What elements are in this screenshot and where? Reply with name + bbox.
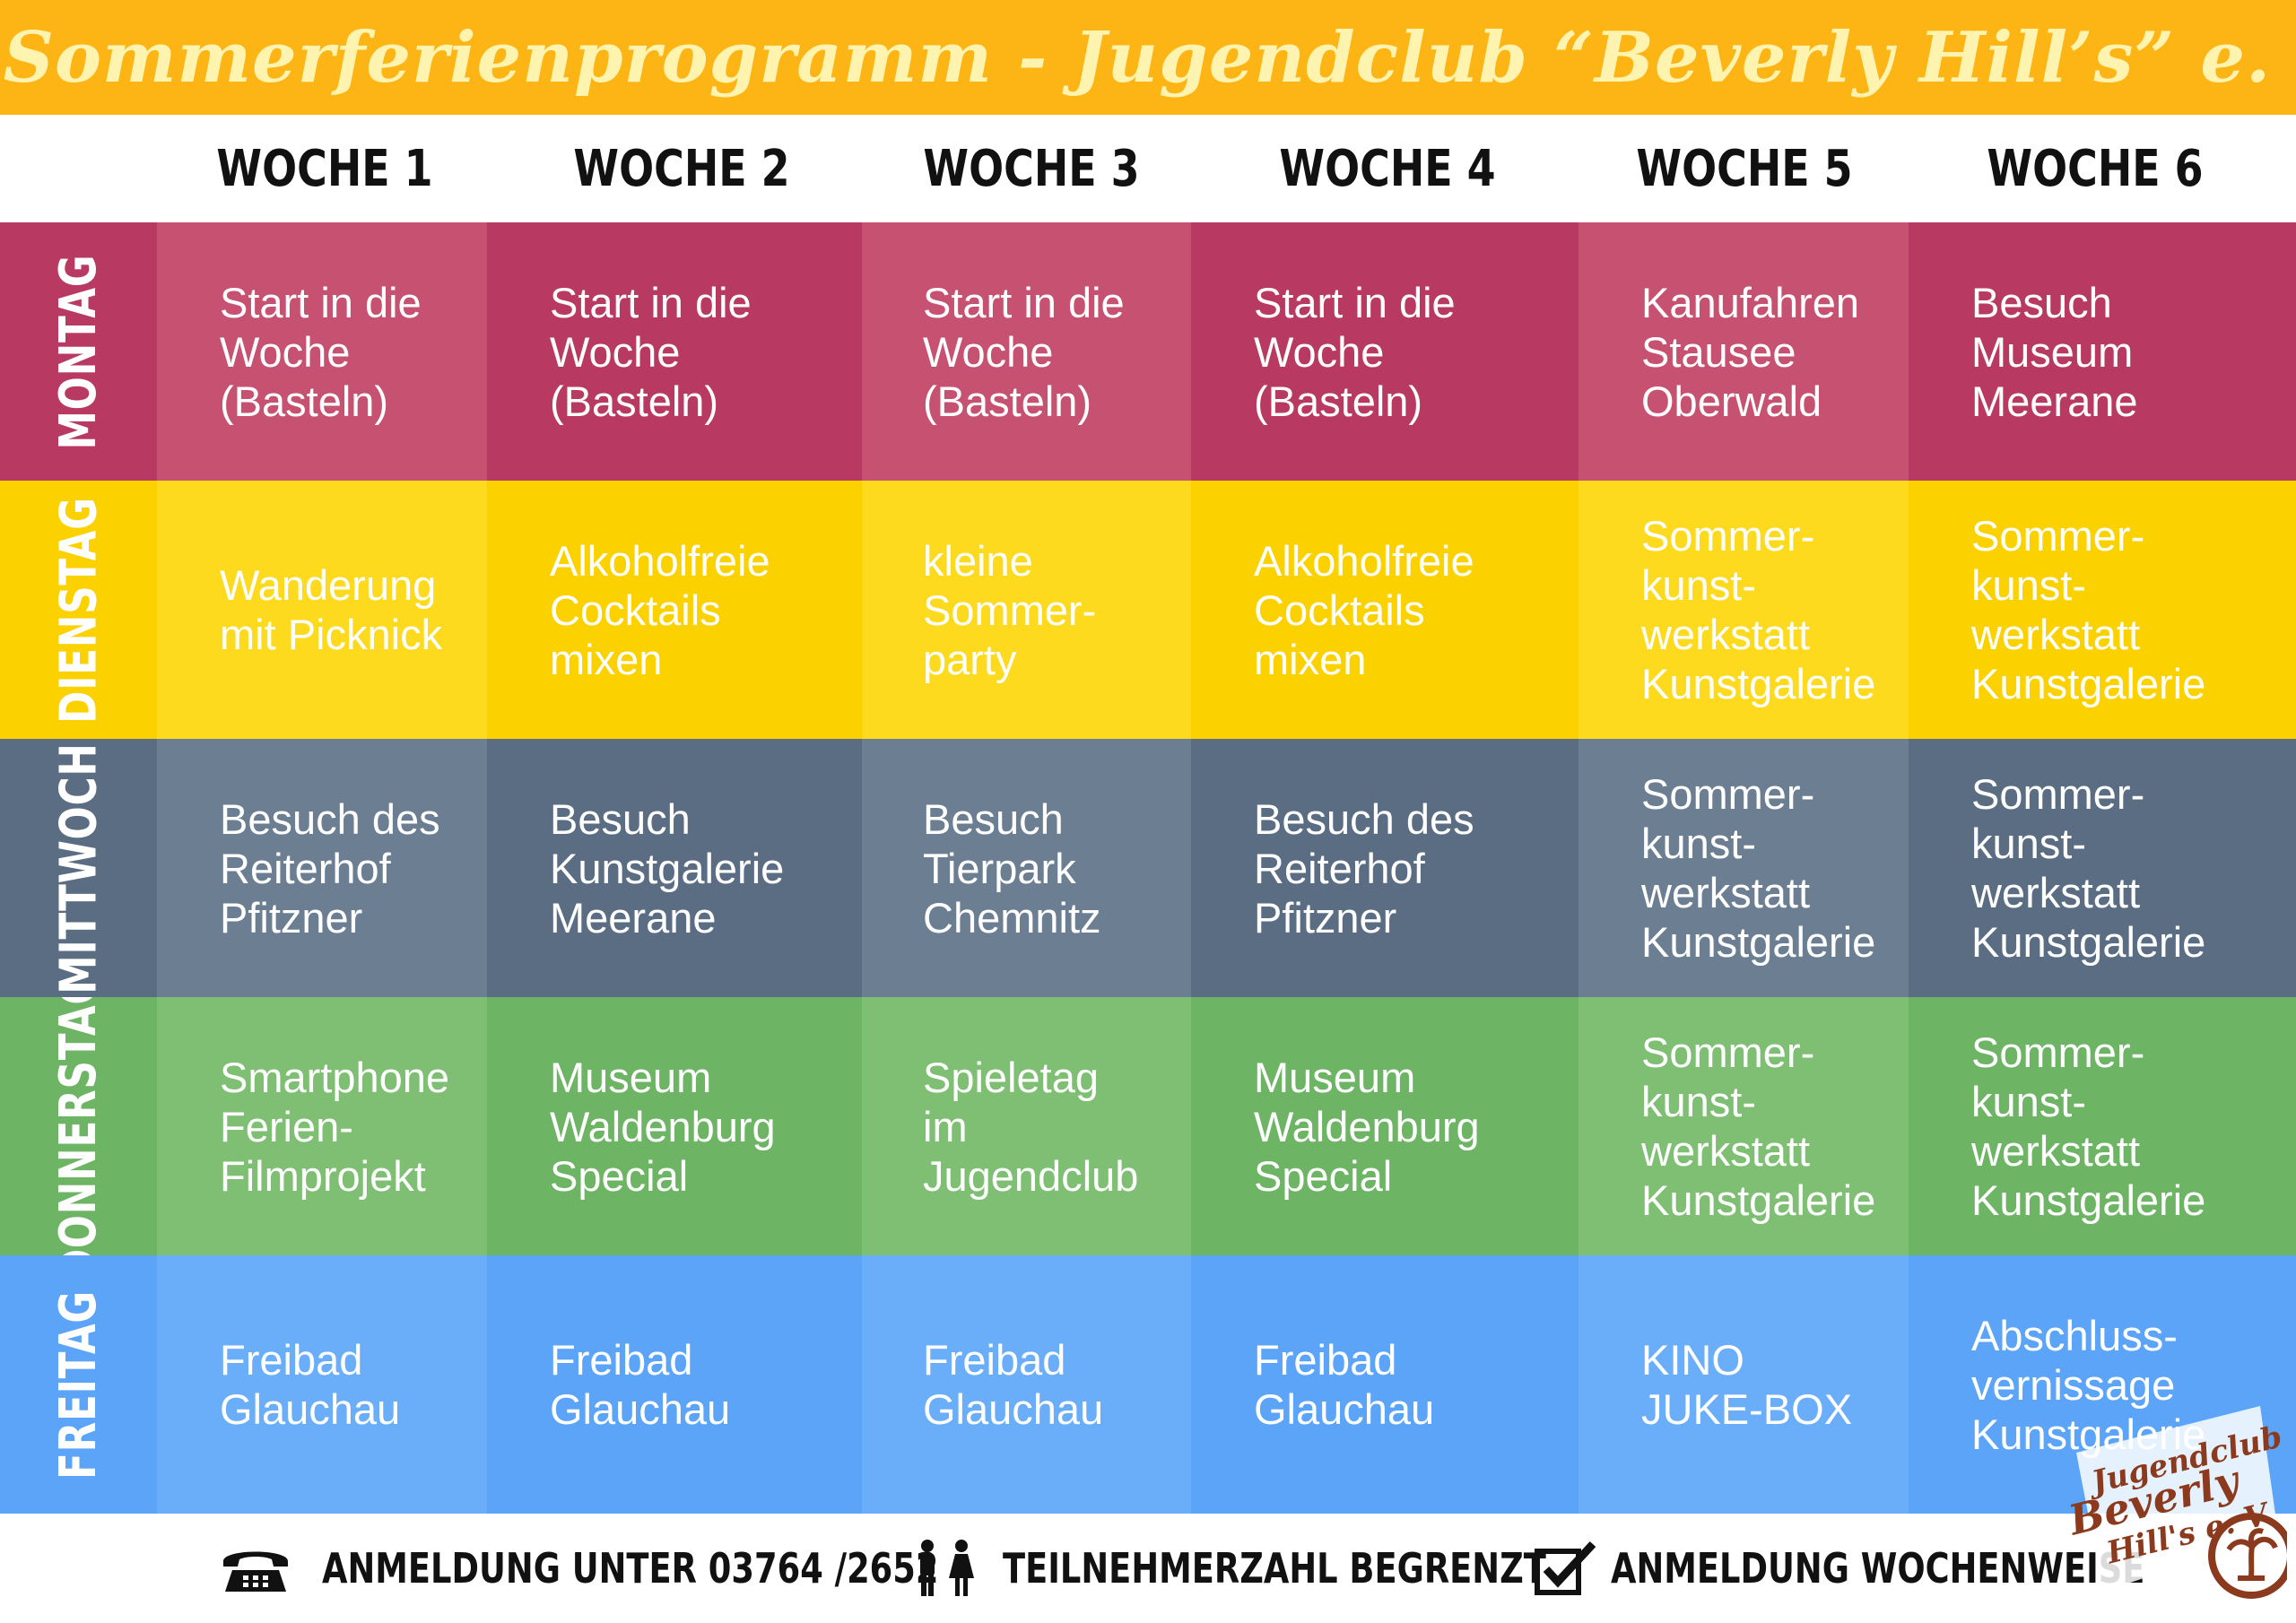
- day-cell: DIENSTAG: [0, 481, 157, 739]
- schedule-cell: Smartphone Ferien- Filmprojekt: [157, 997, 487, 1255]
- schedule-cell: Start in die Woche (Basteln): [1191, 222, 1578, 481]
- schedule-cell: Besuch Museum Meerane: [1909, 222, 2296, 481]
- activity-text: Sommer- kunst- werkstatt Kunstgalerie: [1641, 512, 1876, 707]
- activity-text: Besuch des Reiterhof Pfitzner: [220, 794, 440, 942]
- schedule-cell: Sommer- kunst- werkstatt Kunstgalerie: [1909, 481, 2296, 739]
- schedule-cell: Start in die Woche (Basteln): [862, 222, 1191, 481]
- week-header-4: WOCHE 4: [1279, 139, 1496, 198]
- schedule-cell: kleine Sommer- party: [862, 481, 1191, 739]
- activity-text: Start in die Woche (Basteln): [923, 278, 1125, 425]
- activity-text: Sommer- kunst- werkstatt Kunstgalerie: [1971, 770, 2206, 966]
- week-header-3: WOCHE 3: [923, 139, 1140, 198]
- schedule-cell: Wanderung mit Picknick: [157, 481, 487, 739]
- activity-text: Freibad Glauchau: [550, 1336, 731, 1433]
- footer-participants-text: TEILNEHMERZAHL BEGRENZT: [1003, 1544, 1546, 1593]
- activity-text: Sommer- kunst- werkstatt Kunstgalerie: [1641, 1028, 1876, 1224]
- day-cell: FREITAG: [0, 1255, 157, 1514]
- activity-text: KINO JUKE-BOX: [1641, 1336, 1853, 1433]
- activity-text: Sommer- kunst- werkstatt Kunstgalerie: [1971, 1028, 2206, 1224]
- schedule-cell: Sommer- kunst- werkstatt Kunstgalerie: [1909, 997, 2296, 1255]
- activity-text: Sommer- kunst- werkstatt Kunstgalerie: [1971, 512, 2206, 707]
- schedule-cell: Start in die Woche (Basteln): [157, 222, 487, 481]
- activity-text: Smartphone Ferien- Filmprojekt: [220, 1053, 450, 1200]
- club-logo: Jugendclub Beverly Hill's e. V.: [2049, 1399, 2287, 1605]
- page-title: Sommerferienprogramm - Jugendclub “Bever…: [3, 16, 2296, 99]
- footer: ANMELDUNG UNTER 03764 /2652 TEILNEHMERZA…: [0, 1514, 2296, 1623]
- day-row-montag: MONTAG Start in die Woche (Basteln) Start …: [0, 222, 2296, 481]
- day-label: MITTWOCH: [49, 742, 108, 994]
- schedule-cell: Sommer- kunst- werkstatt Kunstgalerie: [1578, 481, 1909, 739]
- schedule-cell: Kanufahren Stausee Oberwald: [1578, 222, 1909, 481]
- activity-text: Freibad Glauchau: [1254, 1336, 1435, 1433]
- schedule-cell: Start in die Woche (Basteln): [487, 222, 862, 481]
- schedule-cell: Sommer- kunst- werkstatt Kunstgalerie: [1578, 739, 1909, 997]
- schedule-cell: Sommer- kunst- werkstatt Kunstgalerie: [1578, 997, 1909, 1255]
- activity-text: Museum Waldenburg Special: [550, 1053, 776, 1200]
- schedule-cell: Besuch Tierpark Chemnitz: [862, 739, 1191, 997]
- schedule-cell: Freibad Glauchau: [487, 1255, 862, 1514]
- activity-text: Alkoholfreie Cocktails mixen: [1254, 536, 1474, 683]
- schedule-cell: Besuch des Reiterhof Pfitzner: [157, 739, 487, 997]
- schedule-cell: Museum Waldenburg Special: [1191, 997, 1578, 1255]
- schedule-cell: Alkoholfreie Cocktails mixen: [1191, 481, 1578, 739]
- schedule-cell: Freibad Glauchau: [1191, 1255, 1578, 1514]
- schedule-cell: Besuch des Reiterhof Pfitzner: [1191, 739, 1578, 997]
- activity-text: Museum Waldenburg Special: [1254, 1053, 1480, 1200]
- footer-phone: ANMELDUNG UNTER 03764 /2652: [220, 1514, 1092, 1623]
- activity-text: Start in die Woche (Basteln): [1254, 278, 1456, 425]
- activity-text: Besuch Tierpark Chemnitz: [923, 794, 1101, 942]
- day-row-donnerstag: DONNERSTAG Smartphone Ferien- Filmprojekt…: [0, 997, 2296, 1255]
- footer-weekly-text: ANMELDUNG WOCHENWEISE: [1611, 1544, 2145, 1593]
- activity-text: Start in die Woche (Basteln): [220, 278, 422, 425]
- header-banner: Sommerferienprogramm - Jugendclub “Bever…: [0, 0, 2296, 115]
- schedule-cell: Sommer- kunst- werkstatt Kunstgalerie: [1909, 739, 2296, 997]
- day-row-mittwoch: MITTWOCH Besuch des Reiterhof Pfitzner Bes…: [0, 739, 2296, 997]
- schedule-cell: Besuch Kunstgalerie Meerane: [487, 739, 862, 997]
- telephone-icon: [223, 1551, 288, 1592]
- activity-text: Besuch Museum Meerane: [1971, 278, 2138, 425]
- week-header-2: WOCHE 2: [573, 139, 790, 198]
- day-cell: MITTWOCH: [0, 739, 157, 997]
- activity-text: Wanderung mit Picknick: [220, 561, 443, 658]
- schedule-cell: Spieletag im Jugendclub: [862, 997, 1191, 1255]
- checkbox-check-icon: [1535, 1541, 1596, 1595]
- activity-text: Besuch des Reiterhof Pfitzner: [1254, 794, 1474, 942]
- schedule-grid: MONTAG Start in die Woche (Basteln) Start …: [0, 222, 2296, 1514]
- schedule-cell: KINO JUKE-BOX: [1578, 1255, 1909, 1514]
- week-header-6: WOCHE 6: [1987, 139, 2204, 198]
- week-header-1: WOCHE 1: [216, 139, 433, 198]
- week-header-row: WOCHE 1 WOCHE 2 WOCHE 3 WOCHE 4 WOCHE 5 WOCHE…: [0, 115, 2296, 222]
- activity-text: Besuch Kunstgalerie Meerane: [550, 794, 785, 942]
- day-label: MONTAG: [49, 254, 109, 449]
- day-label: FREITAG: [49, 1289, 108, 1480]
- day-cell: MONTAG: [0, 222, 157, 481]
- activity-text: Start in die Woche (Basteln): [550, 278, 752, 425]
- week-header-5: WOCHE 5: [1636, 139, 1853, 198]
- footer-phone-text: ANMELDUNG UNTER 03764 /2652: [322, 1544, 939, 1593]
- day-cell: DONNERSTAG: [0, 997, 157, 1255]
- activity-text: Sommer- kunst- werkstatt Kunstgalerie: [1641, 770, 1876, 966]
- activity-text: Alkoholfreie Cocktails mixen: [550, 536, 770, 683]
- logo-badge-shape: [2076, 1406, 2287, 1599]
- activity-text: Abschluss- vernissage Kunstgalerie: [1971, 1311, 2206, 1458]
- day-row-freitag: FREITAG Freibad Glauchau Freibad Glauchau F…: [0, 1255, 2296, 1514]
- schedule-cell: Freibad Glauchau: [862, 1255, 1191, 1514]
- activity-text: Freibad Glauchau: [220, 1336, 401, 1433]
- day-label: DONNERSTAG: [49, 997, 108, 1255]
- activity-text: kleine Sommer- party: [923, 536, 1097, 683]
- footer-weekly: ANMELDUNG WOCHENWEISE: [1534, 1514, 2278, 1623]
- schedule-cell: Freibad Glauchau: [157, 1255, 487, 1514]
- day-label: DIENSTAG: [49, 496, 108, 724]
- people-icon: [920, 1540, 974, 1596]
- activity-text: Spieletag im Jugendclub: [923, 1053, 1139, 1200]
- schedule-cell: Museum Waldenburg Special: [487, 997, 862, 1255]
- schedule-cell: Alkoholfreie Cocktails mixen: [487, 481, 862, 739]
- footer-participants: TEILNEHMERZAHL BEGRENZT: [913, 1514, 1682, 1623]
- day-row-dienstag: DIENSTAG Wanderung mit Picknick Alkoholfre…: [0, 481, 2296, 739]
- activity-text: Kanufahren Stausee Oberwald: [1641, 278, 1860, 425]
- activity-text: Freibad Glauchau: [923, 1336, 1104, 1433]
